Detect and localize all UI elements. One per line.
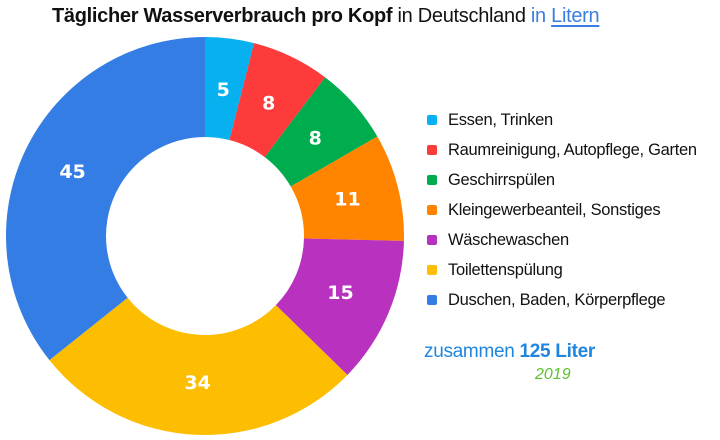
year-label: 2019 [535, 366, 571, 383]
donut-slices [6, 37, 404, 435]
total-summary: zusammen 125 Liter [424, 341, 595, 363]
donut-value-labels: 5 8 8 11 15 34 45 [59, 79, 360, 394]
slice-value-label: 5 [217, 79, 230, 101]
legend-label: Kleingewerbeanteil, Sonstiges [448, 200, 661, 219]
legend-swatch [427, 115, 437, 125]
total-prefix: zusammen [424, 341, 515, 362]
slice-value-label: 11 [334, 189, 360, 211]
legend-item: Duschen, Baden, Körperpflege [427, 285, 697, 315]
legend-item: Toilettenspülung [427, 255, 697, 285]
legend-swatch [427, 235, 437, 245]
legend-swatch [427, 145, 437, 155]
legend-label: Essen, Trinken [448, 110, 553, 129]
chart-title: Täglicher Wasserverbrauch pro Kopf in De… [52, 5, 600, 28]
legend-item: Wäschewaschen [427, 225, 697, 255]
legend-label: Wäschewaschen [448, 230, 569, 249]
slice-value-label: 8 [309, 128, 322, 150]
donut-slice [275, 238, 404, 375]
title-bold-part: Täglicher Wasserverbrauch pro Kopf [52, 5, 393, 27]
slice-value-label: 15 [327, 282, 353, 304]
legend-item: Kleingewerbeanteil, Sonstiges [427, 195, 697, 225]
legend-swatch [427, 265, 437, 275]
legend-label: Duschen, Baden, Körperpflege [448, 290, 666, 309]
slice-value-label: 8 [262, 93, 275, 115]
legend-item: Raumreinigung, Autopflege, Garten [427, 135, 697, 165]
donut-slice [229, 43, 326, 158]
legend-label: Geschirrspülen [448, 170, 555, 189]
legend-swatch [427, 295, 437, 305]
legend-swatch [427, 175, 437, 185]
slice-value-label: 34 [184, 372, 210, 394]
legend-swatch [427, 205, 437, 215]
legend-label: Raumreinigung, Autopflege, Garten [448, 140, 697, 159]
title-accent-part: in [530, 5, 546, 27]
donut-slice [49, 297, 348, 435]
donut-slice [6, 37, 205, 361]
donut-slice [205, 37, 255, 141]
legend-label: Toilettenspülung [448, 260, 563, 279]
title-normal-part: in Deutschland [397, 5, 526, 27]
total-value: 125 Liter [519, 341, 596, 362]
donut-slice [264, 77, 378, 187]
legend-item: Essen, Trinken [427, 105, 697, 135]
title-unit-link[interactable]: Litern [551, 5, 600, 27]
legend-item: Geschirrspülen [427, 165, 697, 195]
donut-slice [290, 136, 404, 241]
chart-legend: Essen, Trinken Raumreinigung, Autopflege,… [427, 105, 697, 315]
slice-value-label: 45 [59, 161, 85, 183]
